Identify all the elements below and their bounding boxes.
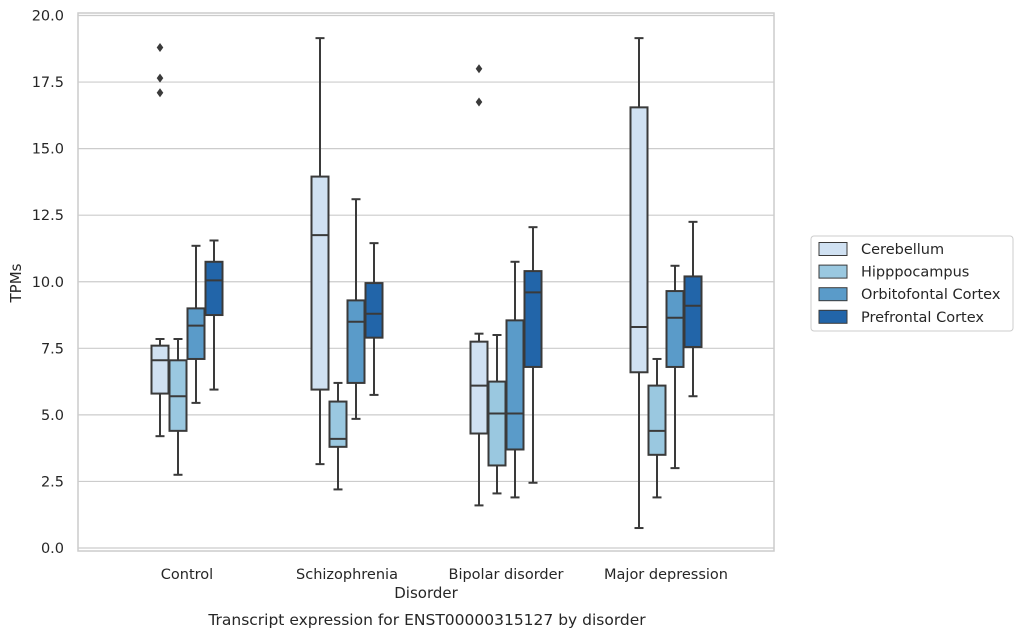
box-hipppocampus-0 xyxy=(168,337,188,476)
legend-label: Prefrontal Cortex xyxy=(861,310,984,326)
box-body xyxy=(469,340,489,435)
box-body xyxy=(505,319,525,451)
box-body xyxy=(647,384,667,456)
box-cerebellum-2 xyxy=(469,64,489,507)
x-tick-label: Bipolar disorder xyxy=(449,567,564,583)
y-tick-label: 7.5 xyxy=(41,341,64,357)
outlier-point xyxy=(156,42,164,52)
box-body xyxy=(683,275,703,348)
legend-label: Orbitofontal Cortex xyxy=(861,287,1001,303)
x-axis-label: Disorder xyxy=(394,584,458,602)
y-tick-label: 12.5 xyxy=(32,208,64,224)
box-cerebellum-3 xyxy=(629,37,649,530)
x-tick-label: Major depression xyxy=(604,567,728,583)
legend-label: Cerebellum xyxy=(861,242,944,258)
box-body xyxy=(328,400,348,448)
y-tick-label: 2.5 xyxy=(41,474,64,490)
box-body xyxy=(346,299,366,384)
box-prefrontal-cortex-1 xyxy=(364,242,384,396)
box-cerebellum-0 xyxy=(150,42,170,438)
gridlines xyxy=(78,14,774,549)
box-hipppocampus-1 xyxy=(328,381,348,491)
outlier-point xyxy=(156,88,164,98)
y-tick-label: 10.0 xyxy=(32,275,64,291)
box-body xyxy=(629,106,649,374)
box-cerebellum-1 xyxy=(310,37,330,466)
box-prefrontal-cortex-2 xyxy=(523,226,543,484)
box-body xyxy=(523,270,543,368)
plot-area-frame xyxy=(77,12,775,552)
legend-swatch xyxy=(818,242,848,256)
box-hipppocampus-2 xyxy=(487,334,507,495)
y-tick-label: 20.0 xyxy=(32,9,64,25)
outlier-point xyxy=(475,64,483,74)
y-tick-label: 5.0 xyxy=(41,408,64,424)
legend-label: Hipppocampus xyxy=(861,265,969,281)
box-body xyxy=(150,344,170,395)
legend-frame xyxy=(810,235,1014,332)
box-body xyxy=(186,307,206,360)
x-tick-label: Control xyxy=(161,567,213,583)
y-tick-labels: 0.0 2.5 5.0 7.5 10.0 12.5 15.0 17.5 20.0 xyxy=(32,9,64,558)
box-prefrontal-cortex-3 xyxy=(683,220,703,398)
box-body xyxy=(204,260,224,317)
box-body xyxy=(364,282,384,339)
box-series xyxy=(150,37,703,530)
y-tick-label: 15.0 xyxy=(32,142,64,158)
y-tick-label: 17.5 xyxy=(32,75,64,91)
y-tick-label: 0.0 xyxy=(41,541,64,557)
box-orbitofontal-cortex-1 xyxy=(346,198,366,420)
legend-swatch xyxy=(818,287,848,302)
chart-caption: Transcript expression for ENST0000031512… xyxy=(207,611,646,629)
legend-swatch xyxy=(818,264,848,279)
box-orbitofontal-cortex-0 xyxy=(186,244,206,404)
box-orbitofontal-cortex-2 xyxy=(505,260,525,499)
legend-swatch xyxy=(818,309,848,324)
box-body xyxy=(665,290,685,368)
y-axis-label: TPMs xyxy=(7,263,25,303)
x-tick-labels: Control Schizophrenia Bipolar disorder Majo… xyxy=(161,567,728,583)
x-tick-label: Schizophrenia xyxy=(296,567,398,583)
box-body xyxy=(487,380,507,467)
outlier-point xyxy=(156,73,164,83)
box-hipppocampus-3 xyxy=(647,357,667,499)
outlier-point xyxy=(475,97,483,107)
legend: Cerebellum Hipppocampus Orbitofontal Corte… xyxy=(810,235,1014,332)
box-body xyxy=(310,175,330,391)
box-prefrontal-cortex-0 xyxy=(204,239,224,391)
box-orbitofontal-cortex-3 xyxy=(665,264,685,470)
